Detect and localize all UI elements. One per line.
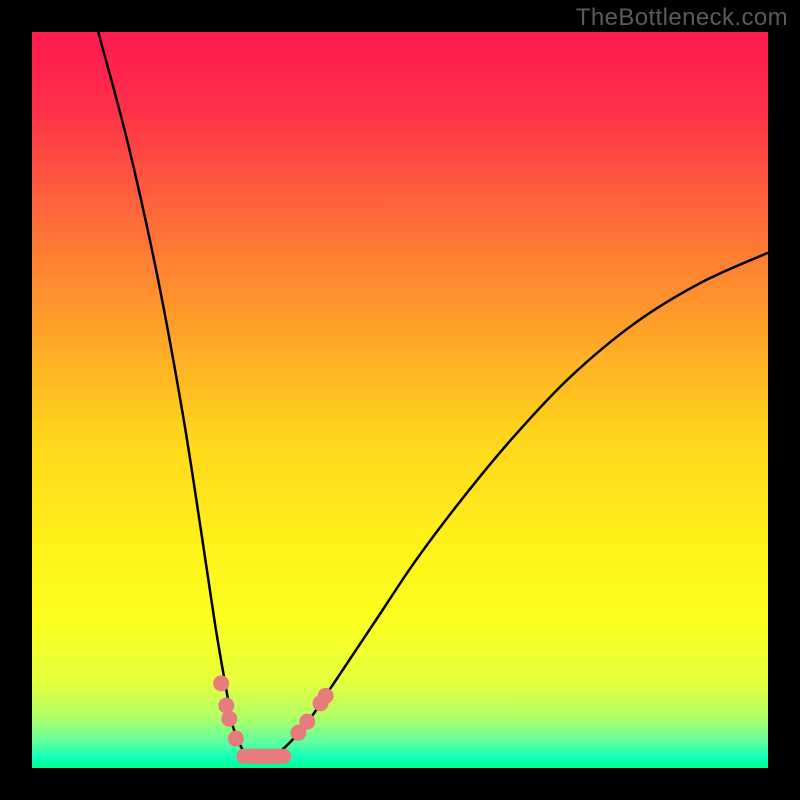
- data-point-dot: [299, 714, 315, 730]
- plot-area: [32, 32, 768, 768]
- data-point-dot: [221, 711, 237, 727]
- data-point-dot: [213, 675, 229, 691]
- watermark-text: TheBottleneck.com: [576, 4, 788, 32]
- data-point-dot: [228, 731, 244, 747]
- data-point-dot: [318, 688, 334, 704]
- data-point-dot: [218, 697, 234, 713]
- plot-svg: [32, 32, 768, 768]
- gradient-background: [32, 32, 768, 768]
- chart-outer: TheBottleneck.com: [0, 0, 800, 800]
